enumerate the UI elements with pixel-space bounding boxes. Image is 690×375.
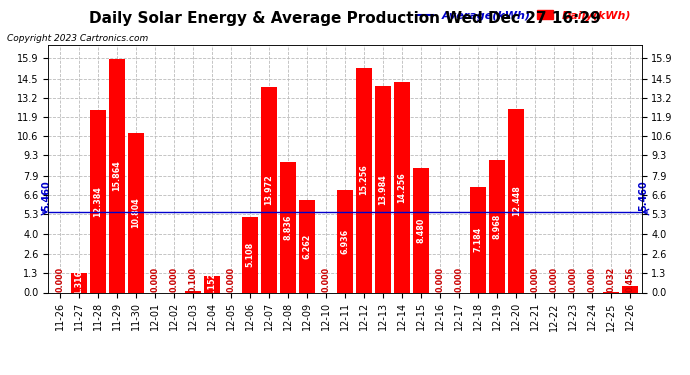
Text: 0.000: 0.000 xyxy=(55,267,64,292)
Bar xyxy=(413,168,429,292)
Text: 5.460: 5.460 xyxy=(639,180,649,211)
Text: 13.972: 13.972 xyxy=(264,174,273,205)
Bar xyxy=(622,286,638,292)
Text: 12.384: 12.384 xyxy=(93,186,102,217)
Bar xyxy=(470,187,486,292)
Text: 8.968: 8.968 xyxy=(493,214,502,239)
Bar xyxy=(394,82,410,292)
Text: 1.152: 1.152 xyxy=(208,272,217,297)
Bar xyxy=(90,110,106,292)
Bar xyxy=(508,109,524,292)
Text: 8.480: 8.480 xyxy=(417,217,426,243)
Text: 0.032: 0.032 xyxy=(607,267,615,292)
Text: 0.000: 0.000 xyxy=(531,267,540,292)
Text: 5.108: 5.108 xyxy=(246,242,255,267)
Text: 0.000: 0.000 xyxy=(455,267,464,292)
Bar xyxy=(337,190,353,292)
Text: 15.256: 15.256 xyxy=(359,165,368,195)
Text: 6.936: 6.936 xyxy=(340,229,350,254)
Bar xyxy=(185,291,201,292)
Bar xyxy=(280,162,296,292)
Text: 13.984: 13.984 xyxy=(379,174,388,205)
Text: 12.448: 12.448 xyxy=(512,185,521,216)
Bar xyxy=(375,87,391,292)
Text: 0.456: 0.456 xyxy=(626,267,635,292)
Text: 8.836: 8.836 xyxy=(284,215,293,240)
Text: 15.864: 15.864 xyxy=(112,160,121,191)
Text: 0.100: 0.100 xyxy=(188,267,197,292)
Bar xyxy=(241,217,258,292)
Text: 0.000: 0.000 xyxy=(550,267,559,292)
Bar xyxy=(109,59,125,292)
Bar xyxy=(356,68,372,292)
Text: 10.804: 10.804 xyxy=(131,198,140,228)
Text: 0.000: 0.000 xyxy=(169,267,178,292)
Bar xyxy=(261,87,277,292)
Text: 0.000: 0.000 xyxy=(569,267,578,292)
Text: 0.000: 0.000 xyxy=(150,267,159,292)
Bar xyxy=(299,200,315,292)
Text: 1.316: 1.316 xyxy=(75,270,83,296)
Text: Copyright 2023 Cartronics.com: Copyright 2023 Cartronics.com xyxy=(7,34,148,43)
Text: 0.000: 0.000 xyxy=(226,267,235,292)
Text: 0.000: 0.000 xyxy=(322,267,331,292)
Bar xyxy=(70,273,87,292)
Bar xyxy=(204,276,220,292)
Text: 0.000: 0.000 xyxy=(588,267,597,292)
Text: 7.184: 7.184 xyxy=(473,227,482,252)
Bar xyxy=(489,160,505,292)
Text: 6.262: 6.262 xyxy=(302,234,311,259)
Bar xyxy=(128,134,144,292)
Legend: Average(kWh), Daily(kWh): Average(kWh), Daily(kWh) xyxy=(412,6,636,25)
Text: Daily Solar Energy & Average Production Wed Dec 27 16:29: Daily Solar Energy & Average Production … xyxy=(89,11,601,26)
Text: 14.256: 14.256 xyxy=(397,172,406,203)
Text: 5.460: 5.460 xyxy=(41,180,51,211)
Text: 0.000: 0.000 xyxy=(435,267,444,292)
